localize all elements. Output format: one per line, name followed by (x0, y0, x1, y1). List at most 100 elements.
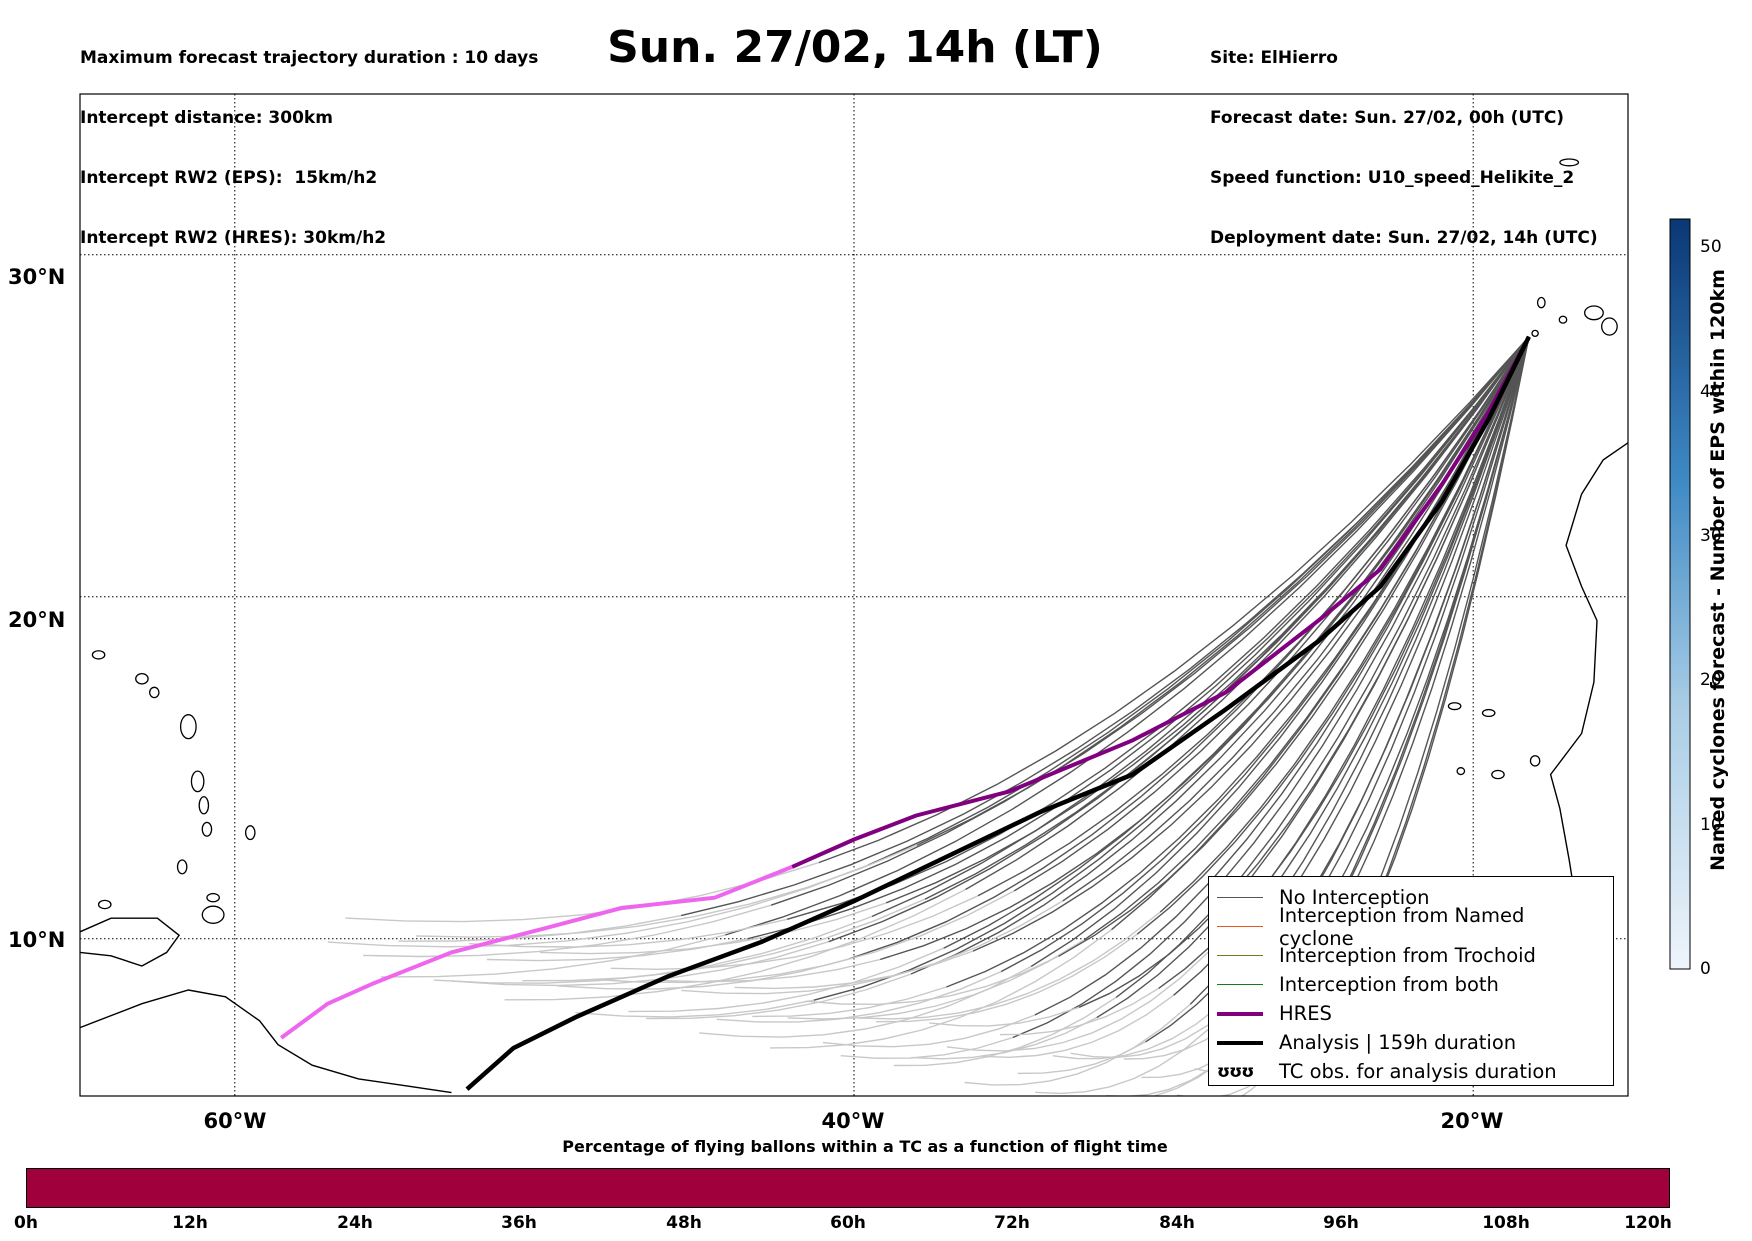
eps-trajectory-late (398, 914, 682, 942)
eps-trajectory-late (1106, 1067, 1213, 1096)
eps-trajectory-late (363, 904, 772, 958)
island (1558, 315, 1568, 324)
header-right-line-1: Site: ElHierro (1210, 48, 1338, 68)
eps-trajectory (1115, 336, 1530, 998)
eps-trajectory-late (982, 994, 1175, 1059)
timebar-tick: 120h (1624, 1213, 1672, 1233)
timebar-tick: 12h (172, 1213, 208, 1233)
island (206, 892, 220, 903)
island (1650, 303, 1669, 317)
header-right-line-3: Speed function: U10_speed_Helikite_2 (1210, 168, 1575, 188)
eps-trajectory-late (681, 900, 1064, 995)
eps-trajectory (916, 336, 1530, 846)
map-frame (79, 93, 1629, 1097)
timebar-tick: 72h (994, 1213, 1030, 1233)
legend-swatch (1217, 1040, 1263, 1045)
island (190, 770, 205, 793)
eps-trajectory (747, 336, 1530, 940)
eps-trajectory-late (716, 970, 1002, 1023)
colorbar-tick-30: 30 (1700, 526, 1722, 546)
eps-trajectory (1030, 336, 1530, 968)
page-title: Sun. 27/02, 14h (LT) (607, 22, 1103, 73)
island (97, 899, 112, 910)
eps-trajectory-late (787, 939, 1085, 1020)
coastlines (80, 158, 1669, 1094)
timebar-tick: 96h (1323, 1213, 1359, 1233)
eps-trajectory-late (805, 955, 1059, 1006)
eps-trajectory-late (1017, 1041, 1146, 1075)
island (149, 686, 160, 699)
eps-trajectory (818, 336, 1530, 864)
island (135, 673, 149, 685)
eps-trajectory-late (663, 958, 881, 983)
legend-label: Analysis | 159h duration (1279, 1031, 1517, 1054)
header-left-line-4: Intercept RW2 (HRES): 30km/h2 (80, 228, 387, 248)
eps-trajectory (1012, 336, 1530, 1039)
island (179, 714, 197, 740)
legend-swatch (1217, 926, 1263, 927)
legend-item-named-cyclone: Interception from Named cyclone (1217, 904, 1605, 950)
legend-swatch (1217, 955, 1263, 956)
eps-trajectory (943, 336, 1530, 949)
header-left-line-1: Maximum forecast trajectory duration : 1… (80, 48, 539, 68)
legend-item-trochoid: Interception from Trochoid (1217, 941, 1605, 970)
legend-label: HRES (1279, 1002, 1332, 1025)
legend-label: Interception from Trochoid (1279, 944, 1536, 967)
eps-trajectory-late (734, 950, 974, 990)
timebar-tick: 0h (14, 1213, 38, 1233)
eps-trajectory-late (522, 898, 926, 982)
legend-item-both: Interception from both (1217, 970, 1605, 999)
eps-trajectory-late (416, 844, 918, 938)
lat-label-20n: 20°N (8, 608, 65, 632)
lat-label-30n: 30°N (8, 265, 65, 289)
island (201, 905, 225, 924)
lon-label-20w: 20°W (1441, 1109, 1504, 1133)
island (176, 859, 188, 875)
eps-trajectory-late (858, 911, 1161, 1020)
eps-trajectory (1159, 336, 1530, 913)
timebar-tick: 48h (666, 1213, 702, 1233)
eps-trajectory (770, 336, 1530, 906)
eps-trajectory-late (628, 947, 944, 1013)
colorbar-tick-40: 40 (1700, 382, 1722, 402)
island (1559, 158, 1580, 167)
island (1456, 767, 1466, 776)
legend-swatch (1217, 1011, 1263, 1016)
header-right-info: Site: ElHierro Forecast date: Sun. 27/02… (1210, 8, 1598, 268)
eps-trajectory-late (876, 933, 1138, 1023)
timebar-tick: 36h (501, 1213, 537, 1233)
legend-label: No Interception (1279, 886, 1430, 909)
eps-trajectory-late (911, 1016, 1098, 1060)
eps-trajectory-late (610, 895, 979, 971)
eps-trajectory (1305, 336, 1530, 939)
timebar-tick: 60h (830, 1213, 866, 1233)
timebar-tick: 24h (337, 1213, 373, 1233)
timebar-tick: 108h (1482, 1213, 1530, 1233)
island (201, 821, 213, 837)
tc-obs-icon: ʊʊʊ (1217, 1061, 1254, 1082)
island (1584, 305, 1604, 321)
eps-trajectory-late (1070, 1006, 1232, 1059)
tc-percentage-timebar (26, 1168, 1670, 1208)
coastline (80, 989, 452, 1094)
legend: No Interception Interception from Named … (1208, 876, 1614, 1086)
eps-trajectory (910, 336, 1530, 975)
header-left-info: Maximum forecast trajectory duration : 1… (80, 8, 538, 268)
eps-trajectory (1058, 336, 1530, 957)
legend-label: Interception from Named cyclone (1278, 903, 1525, 950)
eps-trajectory-late (999, 987, 1159, 1036)
legend-swatch (1217, 897, 1263, 898)
lon-label-40w: 40°W (822, 1109, 885, 1133)
colorbar (1669, 218, 1691, 970)
island (1447, 702, 1462, 711)
eps-trajectory-late (380, 934, 726, 978)
eps-trajectory-late (929, 1006, 1080, 1027)
eps-trajectory-late (504, 888, 966, 1001)
lon-label-60w: 60°W (204, 1109, 267, 1133)
lat-label-10n: 10°N (8, 928, 65, 952)
island (1601, 317, 1618, 336)
legend-label: TC obs. for analysis duration (1279, 1060, 1557, 1083)
eps-trajectory-late (575, 999, 814, 1018)
island (1536, 296, 1546, 309)
eps-trajectory-late (327, 864, 869, 948)
